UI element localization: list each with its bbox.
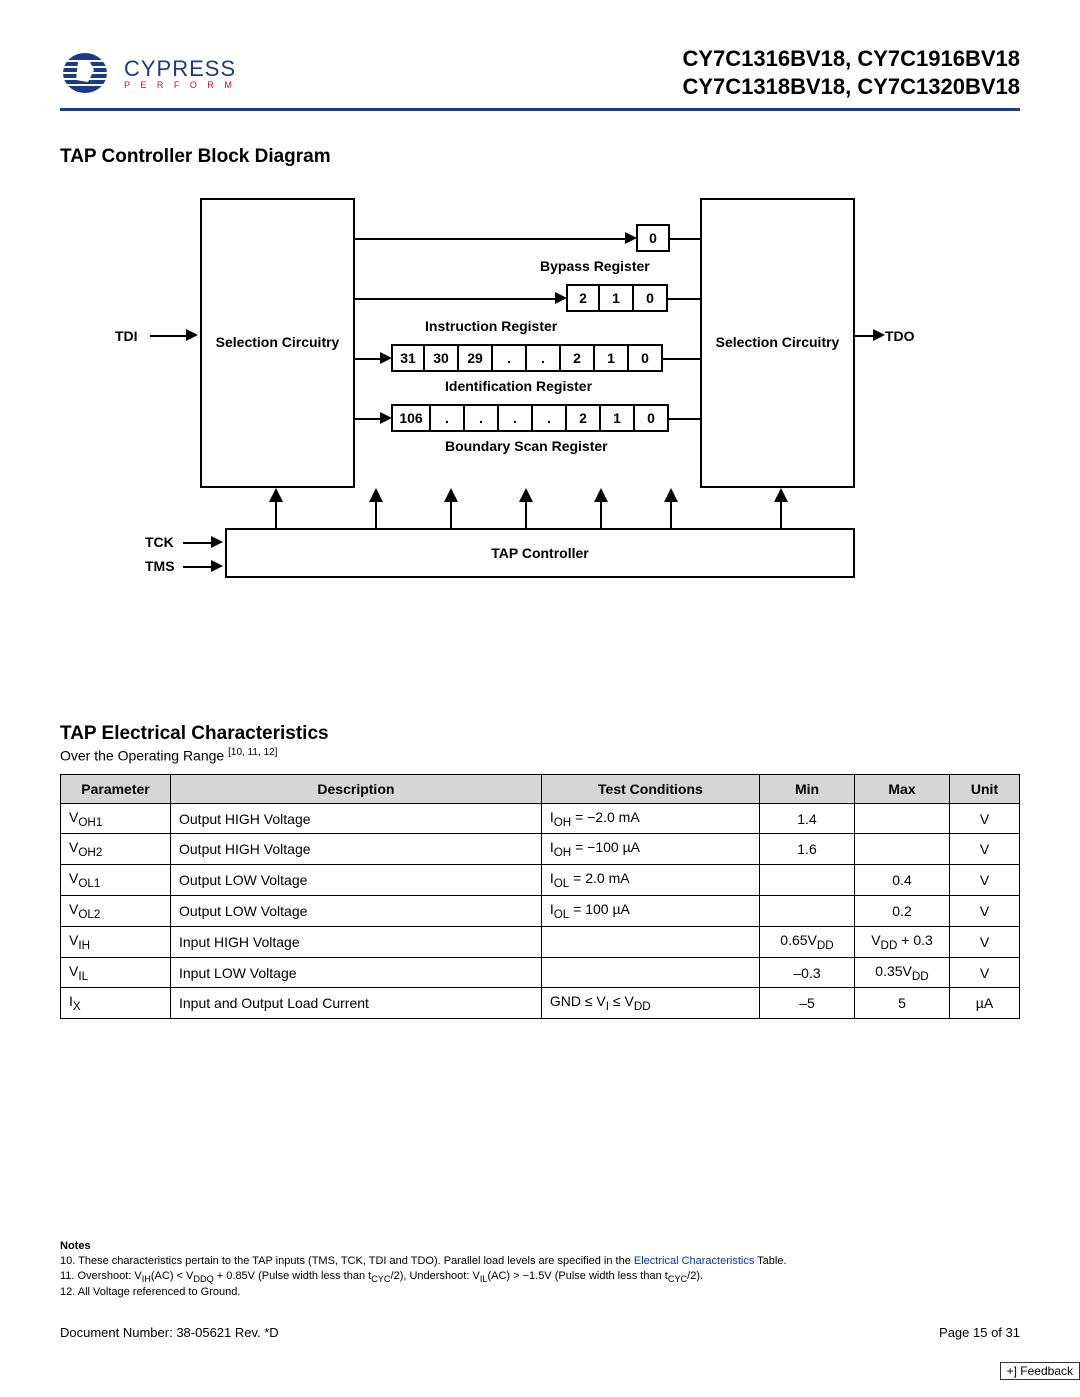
tap-controller-box: TAP Controller	[225, 528, 855, 578]
table-row: VOH2Output HIGH VoltageIOH = −100 µA1.6V	[61, 834, 1020, 865]
right-selection-box: Selection Circuitry	[700, 198, 855, 488]
note-item: 10. These characteristics pertain to the…	[60, 1254, 1020, 1269]
bypass-register-label: Bypass Register	[540, 258, 650, 274]
company-tagline: P E R F O R M	[124, 80, 236, 90]
electrical-characteristics-table: ParameterDescriptionTest ConditionsMinMa…	[60, 774, 1020, 1020]
table-header: Parameter	[61, 774, 171, 803]
instruction-cells: 2 1 0	[566, 284, 668, 312]
note-item: 12. All Voltage referenced to Ground.	[60, 1285, 1020, 1300]
page-header: CYPRESS P E R F O R M CY7C1316BV18, CY7C…	[60, 45, 1020, 100]
tms-label: TMS	[145, 558, 175, 574]
table-header: Min	[760, 774, 855, 803]
left-selection-box: Selection Circuitry	[200, 198, 355, 488]
section-title-diagram: TAP Controller Block Diagram	[60, 146, 1020, 168]
notes-section: Notes 10. These characteristics pertain …	[60, 1239, 1020, 1300]
notes-heading: Notes	[60, 1239, 1020, 1254]
tdo-label: TDO	[885, 328, 915, 344]
identification-register-label: Identification Register	[445, 378, 592, 394]
page-number: Page 15 of 31	[939, 1325, 1020, 1340]
right-selection-label: Selection Circuitry	[716, 333, 840, 353]
instruction-register-label: Instruction Register	[425, 318, 557, 334]
product-line-1: CY7C1316BV18, CY7C1916BV18	[682, 45, 1020, 73]
operating-range: Over the Operating Range [10, 11, 12]	[60, 747, 1020, 764]
tck-label: TCK	[145, 534, 174, 550]
table-row: VOL2Output LOW VoltageIOL = 100 µA0.2V	[61, 896, 1020, 927]
table-row: VOH1Output HIGH VoltageIOH = −2.0 mA1.4V	[61, 803, 1020, 834]
tdi-label: TDI	[115, 328, 138, 344]
section-title-elec: TAP Electrical Characteristics	[60, 723, 1020, 745]
company-name: CYPRESS	[124, 56, 236, 82]
table-header: Max	[855, 774, 950, 803]
company-logo: CYPRESS P E R F O R M	[60, 50, 236, 96]
table-row: VIHInput HIGH Voltage0.65VDDVDD + 0.3V	[61, 926, 1020, 957]
product-line-2: CY7C1318BV18, CY7C1320BV18	[682, 73, 1020, 101]
left-selection-label: Selection Circuitry	[216, 333, 340, 353]
product-codes: CY7C1316BV18, CY7C1916BV18 CY7C1318BV18,…	[682, 45, 1020, 100]
table-row: IXInput and Output Load CurrentGND ≤ VI …	[61, 988, 1020, 1019]
table-row: VILInput LOW Voltage–0.30.35VDDV	[61, 957, 1020, 988]
boundary-cells: 106 . . . . 2 1 0	[391, 404, 669, 432]
document-number: Document Number: 38-05621 Rev. *D	[60, 1325, 279, 1340]
table-header: Test Conditions	[541, 774, 759, 803]
feedback-button[interactable]: +] Feedback	[1000, 1362, 1080, 1380]
tap-controller-label: TAP Controller	[491, 545, 589, 561]
page-footer: Document Number: 38-05621 Rev. *D Page 1…	[60, 1325, 1020, 1340]
note-item: 11. Overshoot: VIH(AC) < VDDQ + 0.85V (P…	[60, 1269, 1020, 1286]
tap-block-diagram: Selection Circuitry Selection Circuitry …	[115, 198, 965, 673]
table-header: Description	[171, 774, 542, 803]
boundary-register-label: Boundary Scan Register	[445, 438, 608, 454]
table-header: Unit	[950, 774, 1020, 803]
bypass-cells: 0	[636, 224, 670, 252]
table-row: VOL1Output LOW VoltageIOL = 2.0 mA0.4V	[61, 865, 1020, 896]
identification-cells: 31 30 29 . . 2 1 0	[391, 344, 663, 372]
header-rule	[60, 108, 1020, 111]
